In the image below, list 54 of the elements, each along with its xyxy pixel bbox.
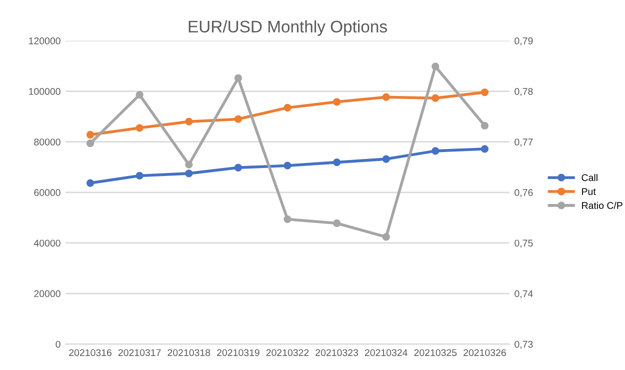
- x-tick-label: 20210317: [118, 349, 161, 356]
- point: [234, 74, 242, 82]
- y-tick-label: 120000: [29, 37, 60, 44]
- y2-tick-label: 0,79: [514, 37, 533, 46]
- x-tick-label: 20210318: [168, 349, 210, 356]
- point: [185, 170, 193, 178]
- chart-title: EUR/USD Monthly Options: [188, 20, 387, 36]
- y2-tick-label: 0,77: [514, 138, 533, 147]
- x-tick-label: 20210319: [217, 349, 260, 356]
- point: [382, 233, 390, 241]
- point: [185, 118, 193, 126]
- point: [332, 158, 341, 166]
- legend-label: Ratio C/P: [582, 202, 622, 209]
- point: [234, 164, 242, 172]
- point: [432, 147, 440, 155]
- y-tick-label: 40000: [34, 240, 60, 247]
- point: [86, 179, 94, 187]
- point: [136, 90, 144, 99]
- legend-label: Put: [582, 188, 596, 196]
- point: [284, 215, 292, 224]
- y2-tick-label: 0,74: [514, 290, 533, 298]
- point: [382, 155, 390, 163]
- y-tick-label: 0: [56, 340, 60, 348]
- y2-tick-label: 0,76: [514, 189, 533, 198]
- y2-tick-label: 0,73: [514, 340, 533, 349]
- point: [332, 98, 341, 106]
- point: [382, 93, 390, 101]
- y2-tick-label: 0,78: [514, 88, 533, 96]
- x-tick-label: 20210316: [69, 349, 112, 356]
- point: [480, 145, 489, 153]
- y-tick-label: 60000: [34, 189, 60, 196]
- x-tick-label: 20210325: [414, 349, 457, 356]
- point: [136, 124, 144, 132]
- x-tick-label: 20210326: [464, 349, 506, 356]
- point: [136, 172, 144, 180]
- y-tick-label: 80000: [34, 138, 60, 146]
- x-tick-label: 20210324: [364, 349, 408, 356]
- y-tick-label: 20000: [34, 290, 60, 298]
- point: [480, 122, 489, 130]
- point: [185, 160, 193, 168]
- point: [332, 219, 341, 228]
- point: [86, 140, 94, 148]
- x-tick-label: 20210323: [316, 349, 358, 356]
- y-tick-label: 100000: [29, 88, 60, 95]
- point: [284, 162, 292, 170]
- point: [432, 62, 440, 70]
- x-tick-label: 20210322: [266, 349, 309, 356]
- point: [480, 88, 489, 96]
- point: [432, 94, 440, 102]
- point: [86, 130, 94, 139]
- legend-label: Call: [582, 174, 598, 182]
- y2-tick-label: 0,75: [514, 240, 533, 248]
- point: [234, 115, 242, 123]
- point: [284, 104, 292, 112]
